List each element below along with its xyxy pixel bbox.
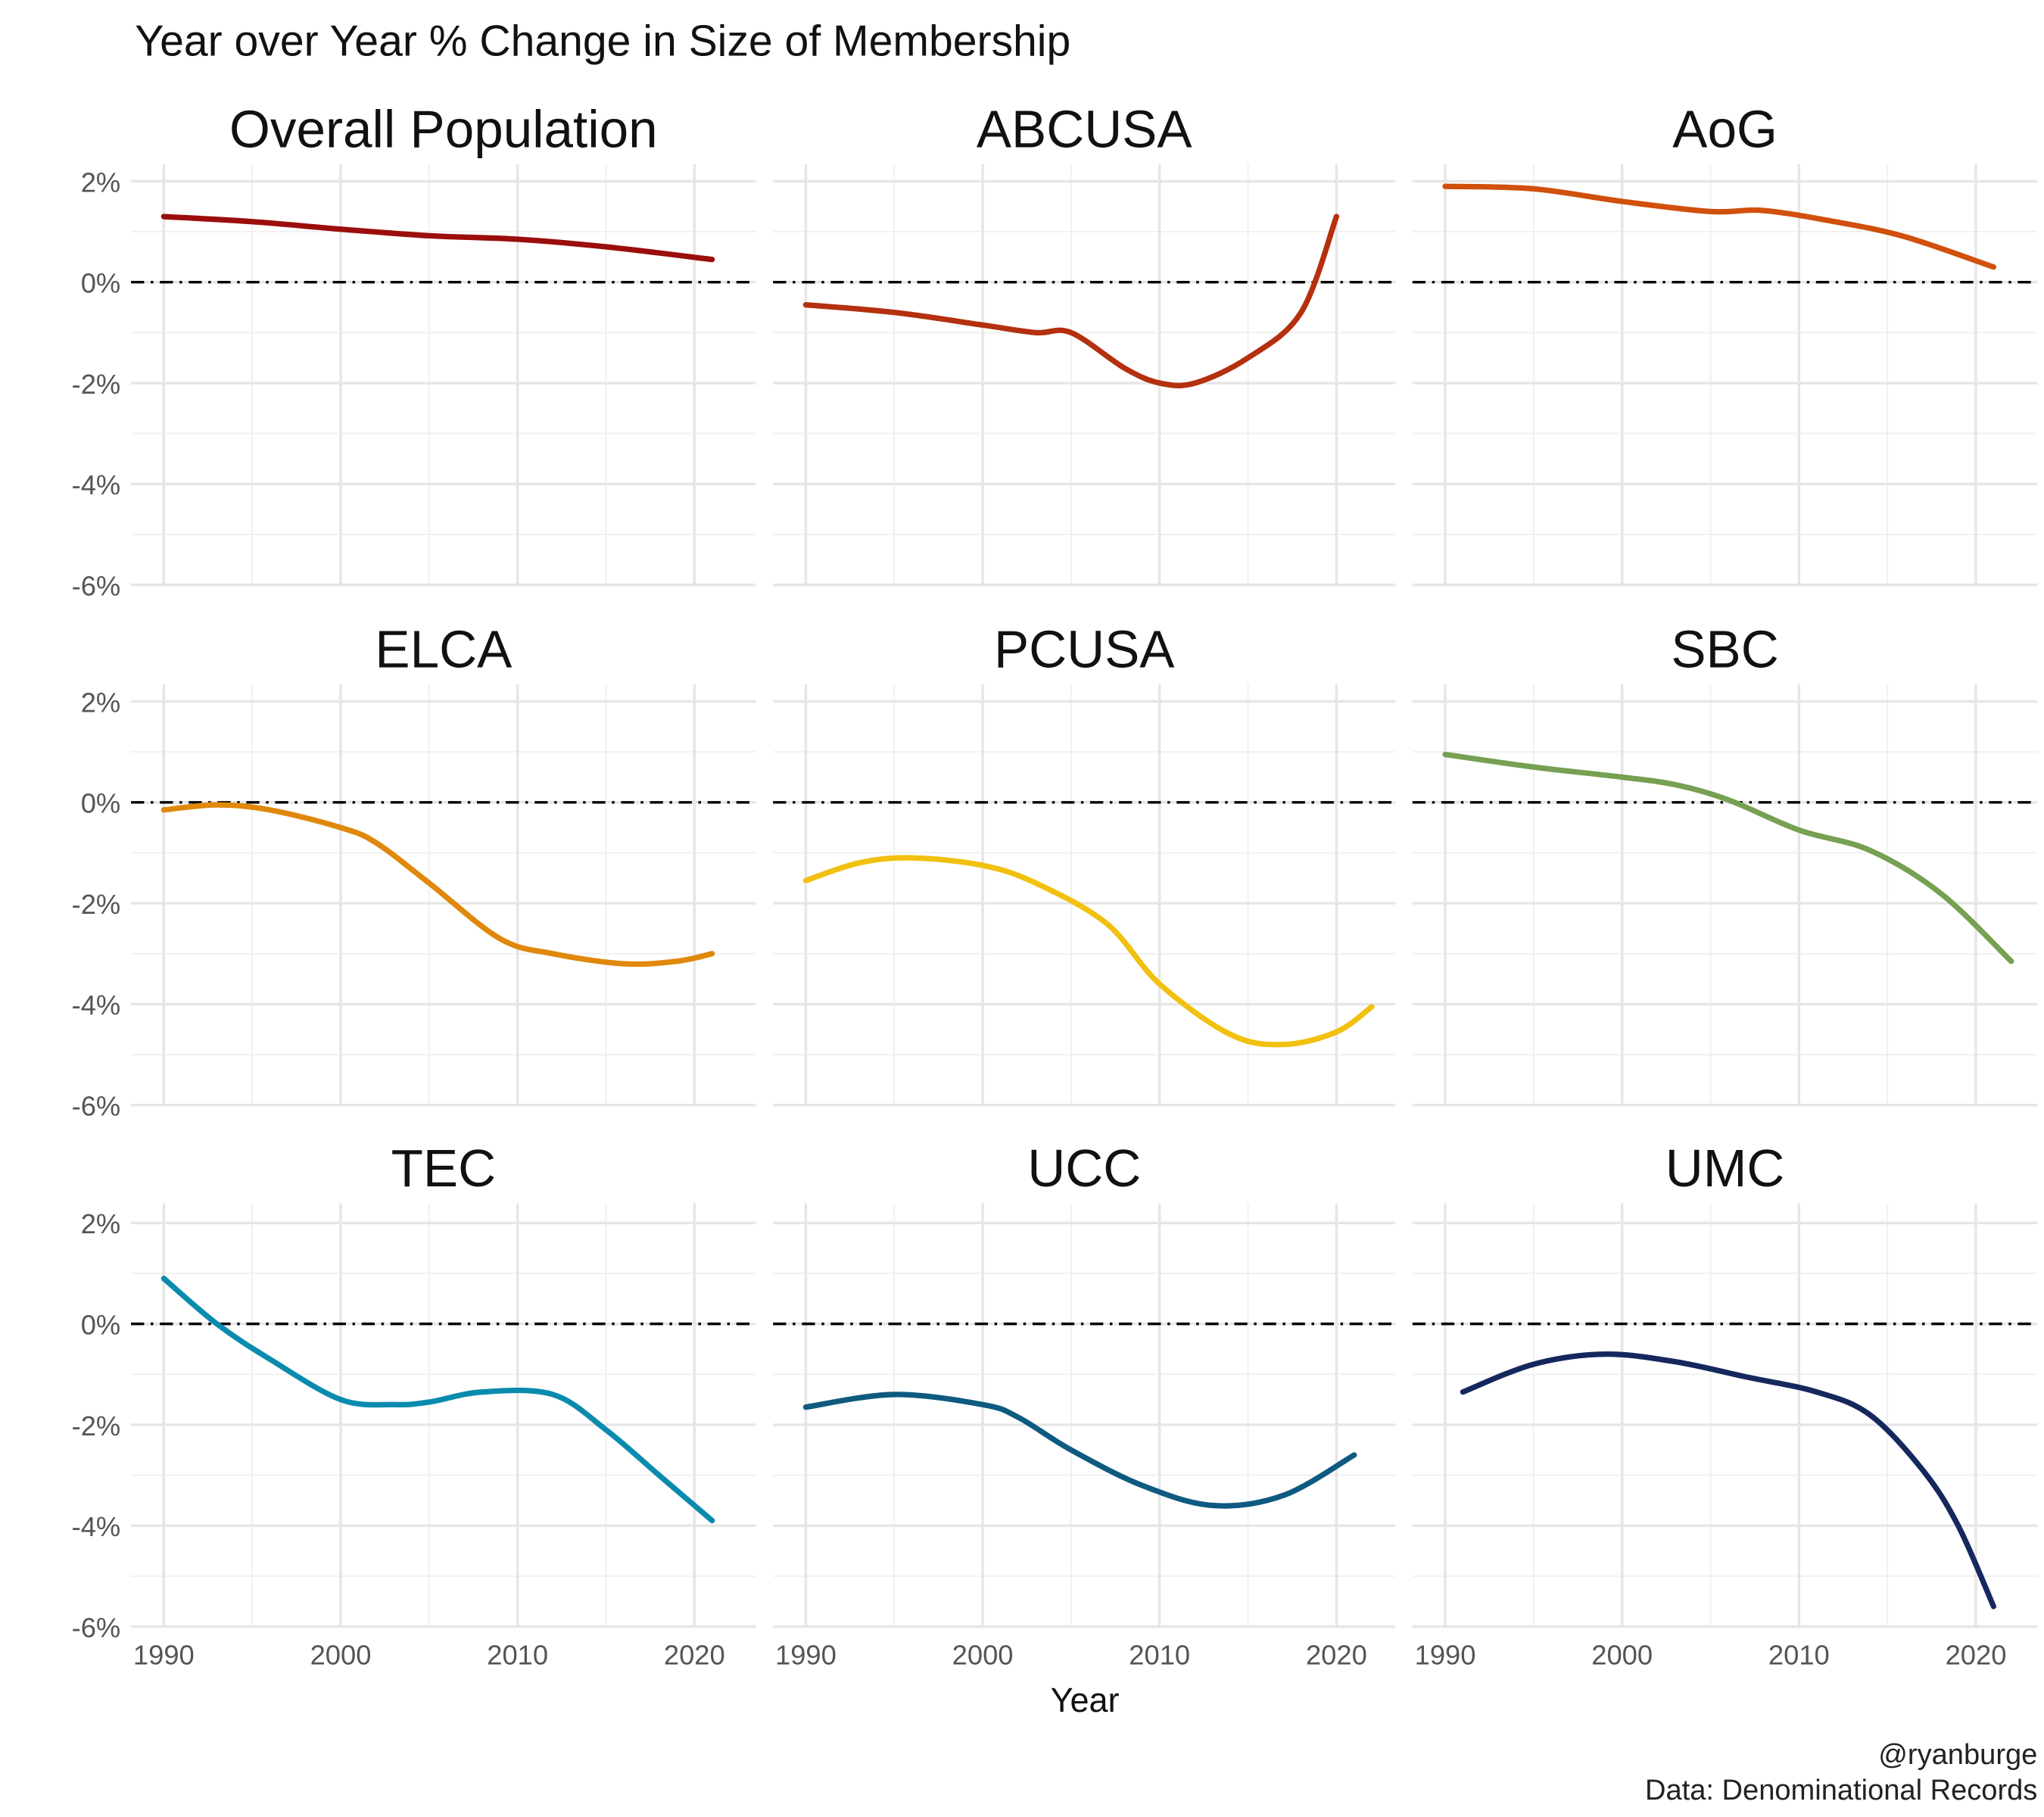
facet-title: UCC bbox=[1027, 1139, 1141, 1198]
facet-panel-overall-population: Overall Population 2% 0% -2% -4% -6% bbox=[72, 99, 756, 601]
series-line bbox=[802, 855, 1375, 1048]
facet-title: Overall Population bbox=[229, 99, 658, 158]
facet-title: PCUSA bbox=[994, 620, 1175, 679]
y-tick-label: -6% bbox=[72, 1612, 121, 1643]
x-tick-label: 2010 bbox=[1768, 1640, 1830, 1671]
series-line bbox=[160, 1276, 715, 1524]
y-tick-label: -6% bbox=[72, 570, 121, 601]
facet-title: ELCA bbox=[375, 620, 513, 679]
x-tick-label: 2010 bbox=[1129, 1640, 1190, 1671]
y-tick-label: -4% bbox=[72, 469, 121, 500]
series-line bbox=[160, 802, 715, 968]
facet-title: AoG bbox=[1672, 99, 1778, 158]
facet-title: SBC bbox=[1671, 620, 1778, 679]
y-tick-label: 0% bbox=[81, 788, 121, 819]
series-line bbox=[1442, 183, 1996, 270]
series-line bbox=[160, 213, 715, 263]
x-tick-label: 2000 bbox=[310, 1640, 372, 1671]
series-line bbox=[802, 1392, 1357, 1509]
y-tick-label: 0% bbox=[81, 268, 121, 299]
x-tick-label: 2000 bbox=[952, 1640, 1014, 1671]
x-tick-label: 2000 bbox=[1591, 1640, 1653, 1671]
y-tick-label: -6% bbox=[72, 1090, 121, 1121]
y-tick-label: -2% bbox=[72, 1410, 121, 1441]
facet-panel-abcusa: ABCUSA bbox=[773, 99, 1396, 587]
x-tick-label: 1990 bbox=[133, 1640, 195, 1671]
series-line bbox=[1460, 1351, 1996, 1610]
facet-panel-sbc: SBC bbox=[1412, 620, 2038, 1107]
facet-panel-aog: AoG bbox=[1412, 99, 2038, 587]
y-tick-label: -2% bbox=[72, 369, 121, 400]
x-tick-label: 2020 bbox=[664, 1640, 725, 1671]
series-line bbox=[802, 213, 1340, 388]
x-tick-label: 1990 bbox=[1415, 1640, 1476, 1671]
facet-panel-umc: UMC 1990 2000 2010 2020 bbox=[1412, 1139, 2038, 1671]
y-tick-label: 2% bbox=[81, 687, 121, 718]
facet-title: ABCUSA bbox=[977, 99, 1192, 158]
facet-panel-ucc: UCC 1990 2000 2010 2020 bbox=[773, 1139, 1396, 1671]
y-tick-label: -4% bbox=[72, 1511, 121, 1542]
x-tick-label: 1990 bbox=[775, 1640, 837, 1671]
y-tick-label: -2% bbox=[72, 889, 121, 920]
x-tick-label: 2020 bbox=[1306, 1640, 1367, 1671]
caption-author: @ryanburge bbox=[1878, 1739, 2037, 1771]
y-tick-label: -4% bbox=[72, 990, 121, 1021]
x-tick-label: 2020 bbox=[1946, 1640, 2007, 1671]
facet-panel-pcusa: PCUSA bbox=[773, 620, 1396, 1107]
facet-panel-elca: ELCA 2% 0% -2% -4% -6% bbox=[72, 620, 756, 1121]
y-tick-label: 2% bbox=[81, 167, 121, 198]
y-tick-label: 0% bbox=[81, 1309, 121, 1340]
series-line bbox=[1442, 751, 2014, 965]
facet-title: UMC bbox=[1665, 1139, 1785, 1198]
x-axis-label: Year bbox=[1051, 1681, 1120, 1719]
caption-source: Data: Denominational Records bbox=[1645, 1775, 2037, 1806]
chart-title: Year over Year % Change in Size of Membe… bbox=[135, 17, 1070, 65]
x-tick-label: 2010 bbox=[487, 1640, 548, 1671]
facet-panel-tec: TEC 2% 0% -2% -4% -6% 1990 2000 2010 2020 bbox=[72, 1139, 756, 1671]
y-tick-label: 2% bbox=[81, 1208, 121, 1239]
facet-title: TEC bbox=[391, 1139, 496, 1198]
